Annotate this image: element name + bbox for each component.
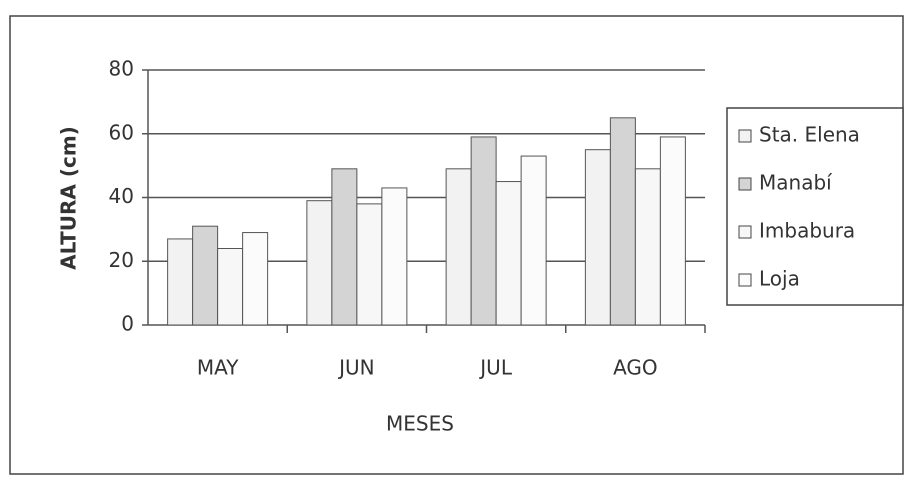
bar: [609, 117, 636, 326]
bar: [470, 136, 497, 326]
bar: [634, 168, 661, 326]
legend-label: Sta. Elena: [759, 123, 860, 147]
y-tick-label: 0: [121, 312, 134, 336]
bar: [192, 225, 219, 326]
legend-label: Manabí: [759, 171, 833, 195]
x-tick-label: JUL: [478, 356, 513, 380]
bar: [520, 155, 547, 326]
bar: [356, 203, 383, 326]
legend-swatch: [738, 177, 752, 191]
x-tick-label: AGO: [613, 356, 658, 380]
bar: [445, 168, 472, 326]
x-tick-label: MAY: [197, 356, 239, 380]
legend-swatch: [738, 129, 752, 143]
bar: [659, 136, 686, 326]
x-tick-label: JUN: [337, 356, 375, 380]
bar: [306, 200, 333, 326]
y-axis-label: ALTURA (cm): [57, 126, 81, 270]
bar: [167, 238, 194, 326]
x-axis-label: MESES: [386, 412, 454, 436]
bar: [217, 248, 244, 326]
y-tick-label: 60: [109, 120, 134, 144]
bar: [242, 232, 269, 326]
bar: [381, 187, 408, 326]
y-tick-label: 20: [109, 248, 134, 272]
legend-swatch: [738, 225, 752, 239]
legend-label: Imbabura: [759, 219, 855, 243]
y-tick-label: 80: [109, 57, 134, 81]
legend-label: Loja: [759, 267, 800, 291]
legend-swatch: [738, 273, 752, 287]
legend-box: [726, 107, 904, 306]
y-tick-label: 40: [109, 184, 134, 208]
bar: [584, 149, 611, 326]
bar: [495, 181, 522, 326]
bar: [331, 168, 358, 326]
